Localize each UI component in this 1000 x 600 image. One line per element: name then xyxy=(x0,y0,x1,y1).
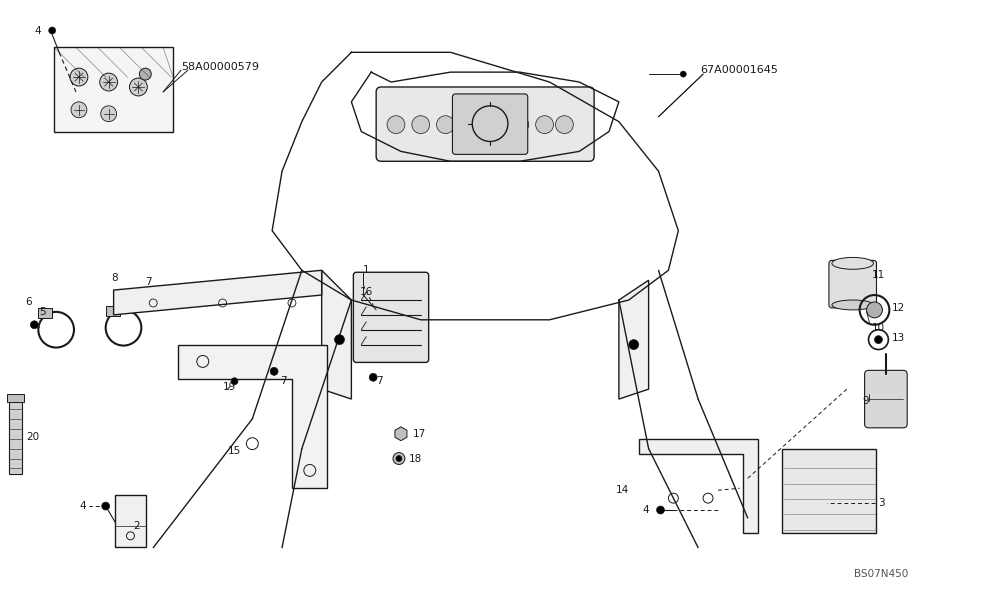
Text: 8: 8 xyxy=(112,273,118,283)
Circle shape xyxy=(393,452,405,464)
Text: 58A00000579: 58A00000579 xyxy=(181,62,259,72)
Text: 6: 6 xyxy=(26,297,32,307)
Polygon shape xyxy=(322,270,351,399)
Circle shape xyxy=(874,335,882,344)
FancyBboxPatch shape xyxy=(376,87,594,161)
Text: 18: 18 xyxy=(409,454,422,464)
Text: 12: 12 xyxy=(891,303,905,313)
Circle shape xyxy=(49,27,56,34)
Circle shape xyxy=(486,116,504,134)
FancyBboxPatch shape xyxy=(38,308,52,318)
Circle shape xyxy=(461,116,479,134)
Text: 11: 11 xyxy=(872,270,885,280)
Circle shape xyxy=(387,116,405,134)
Circle shape xyxy=(335,335,344,344)
Text: 9: 9 xyxy=(862,396,869,406)
Text: 3: 3 xyxy=(878,498,885,508)
Text: 10: 10 xyxy=(872,323,885,333)
FancyBboxPatch shape xyxy=(115,495,146,547)
FancyBboxPatch shape xyxy=(7,394,24,402)
FancyBboxPatch shape xyxy=(353,272,429,362)
Circle shape xyxy=(139,68,151,80)
Text: 17: 17 xyxy=(413,429,426,439)
Circle shape xyxy=(396,455,402,461)
Circle shape xyxy=(231,378,238,385)
Polygon shape xyxy=(114,270,322,315)
Text: 20: 20 xyxy=(26,432,40,442)
Polygon shape xyxy=(54,47,173,131)
FancyBboxPatch shape xyxy=(782,449,876,533)
Circle shape xyxy=(71,102,87,118)
Text: 4: 4 xyxy=(34,26,41,35)
Circle shape xyxy=(70,68,88,86)
Text: 4: 4 xyxy=(642,505,649,515)
Circle shape xyxy=(536,116,554,134)
FancyBboxPatch shape xyxy=(9,398,22,475)
Circle shape xyxy=(555,116,573,134)
Text: 7: 7 xyxy=(145,277,152,287)
Text: 16: 16 xyxy=(359,287,373,297)
Ellipse shape xyxy=(832,257,874,269)
Circle shape xyxy=(100,73,118,91)
Circle shape xyxy=(129,78,147,96)
Circle shape xyxy=(629,340,639,350)
Circle shape xyxy=(680,71,686,77)
Circle shape xyxy=(102,502,110,510)
Text: 13: 13 xyxy=(891,332,905,343)
Circle shape xyxy=(657,506,664,514)
Circle shape xyxy=(867,302,882,318)
Text: 4: 4 xyxy=(79,501,86,511)
Text: 14: 14 xyxy=(616,485,629,495)
Text: 7: 7 xyxy=(376,376,383,386)
Text: 15: 15 xyxy=(228,446,241,455)
Polygon shape xyxy=(639,439,758,533)
Text: 5: 5 xyxy=(40,307,46,317)
Circle shape xyxy=(412,116,430,134)
Circle shape xyxy=(437,116,454,134)
Text: 7: 7 xyxy=(280,376,287,386)
Circle shape xyxy=(511,116,529,134)
Polygon shape xyxy=(619,280,649,399)
Circle shape xyxy=(30,321,38,329)
Text: 2: 2 xyxy=(133,521,140,531)
Circle shape xyxy=(101,106,117,122)
Circle shape xyxy=(369,373,377,381)
Text: BS07N450: BS07N450 xyxy=(854,569,908,580)
FancyBboxPatch shape xyxy=(829,260,876,308)
FancyBboxPatch shape xyxy=(865,370,907,428)
Circle shape xyxy=(270,367,278,375)
FancyBboxPatch shape xyxy=(452,94,528,154)
Ellipse shape xyxy=(832,300,874,310)
FancyBboxPatch shape xyxy=(106,306,120,316)
Polygon shape xyxy=(178,344,327,488)
Text: 19: 19 xyxy=(223,382,236,392)
Text: 1: 1 xyxy=(363,265,370,275)
Text: 67A00001645: 67A00001645 xyxy=(700,65,778,75)
